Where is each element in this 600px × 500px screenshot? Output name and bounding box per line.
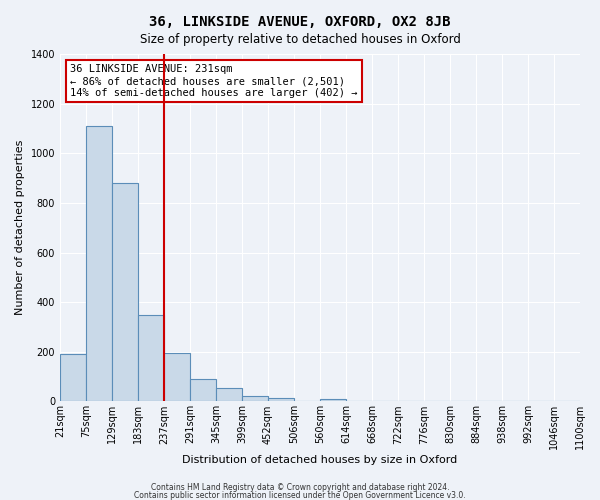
Bar: [190, 379, 216, 402]
Bar: [320, 399, 346, 402]
Bar: [86, 126, 112, 402]
Text: Size of property relative to detached houses in Oxford: Size of property relative to detached ho…: [140, 32, 460, 46]
Bar: [216, 388, 242, 402]
Bar: [242, 396, 268, 402]
Bar: [60, 354, 86, 402]
Text: Contains HM Land Registry data © Crown copyright and database right 2024.: Contains HM Land Registry data © Crown c…: [151, 483, 449, 492]
Text: 36, LINKSIDE AVENUE, OXFORD, OX2 8JB: 36, LINKSIDE AVENUE, OXFORD, OX2 8JB: [149, 15, 451, 29]
Bar: [164, 353, 190, 402]
Text: Contains public sector information licensed under the Open Government Licence v3: Contains public sector information licen…: [134, 490, 466, 500]
Bar: [268, 398, 294, 402]
Y-axis label: Number of detached properties: Number of detached properties: [15, 140, 25, 316]
Bar: [138, 314, 164, 402]
Text: 36 LINKSIDE AVENUE: 231sqm
← 86% of detached houses are smaller (2,501)
14% of s: 36 LINKSIDE AVENUE: 231sqm ← 86% of deta…: [70, 64, 358, 98]
X-axis label: Distribution of detached houses by size in Oxford: Distribution of detached houses by size …: [182, 455, 458, 465]
Bar: [112, 183, 138, 402]
